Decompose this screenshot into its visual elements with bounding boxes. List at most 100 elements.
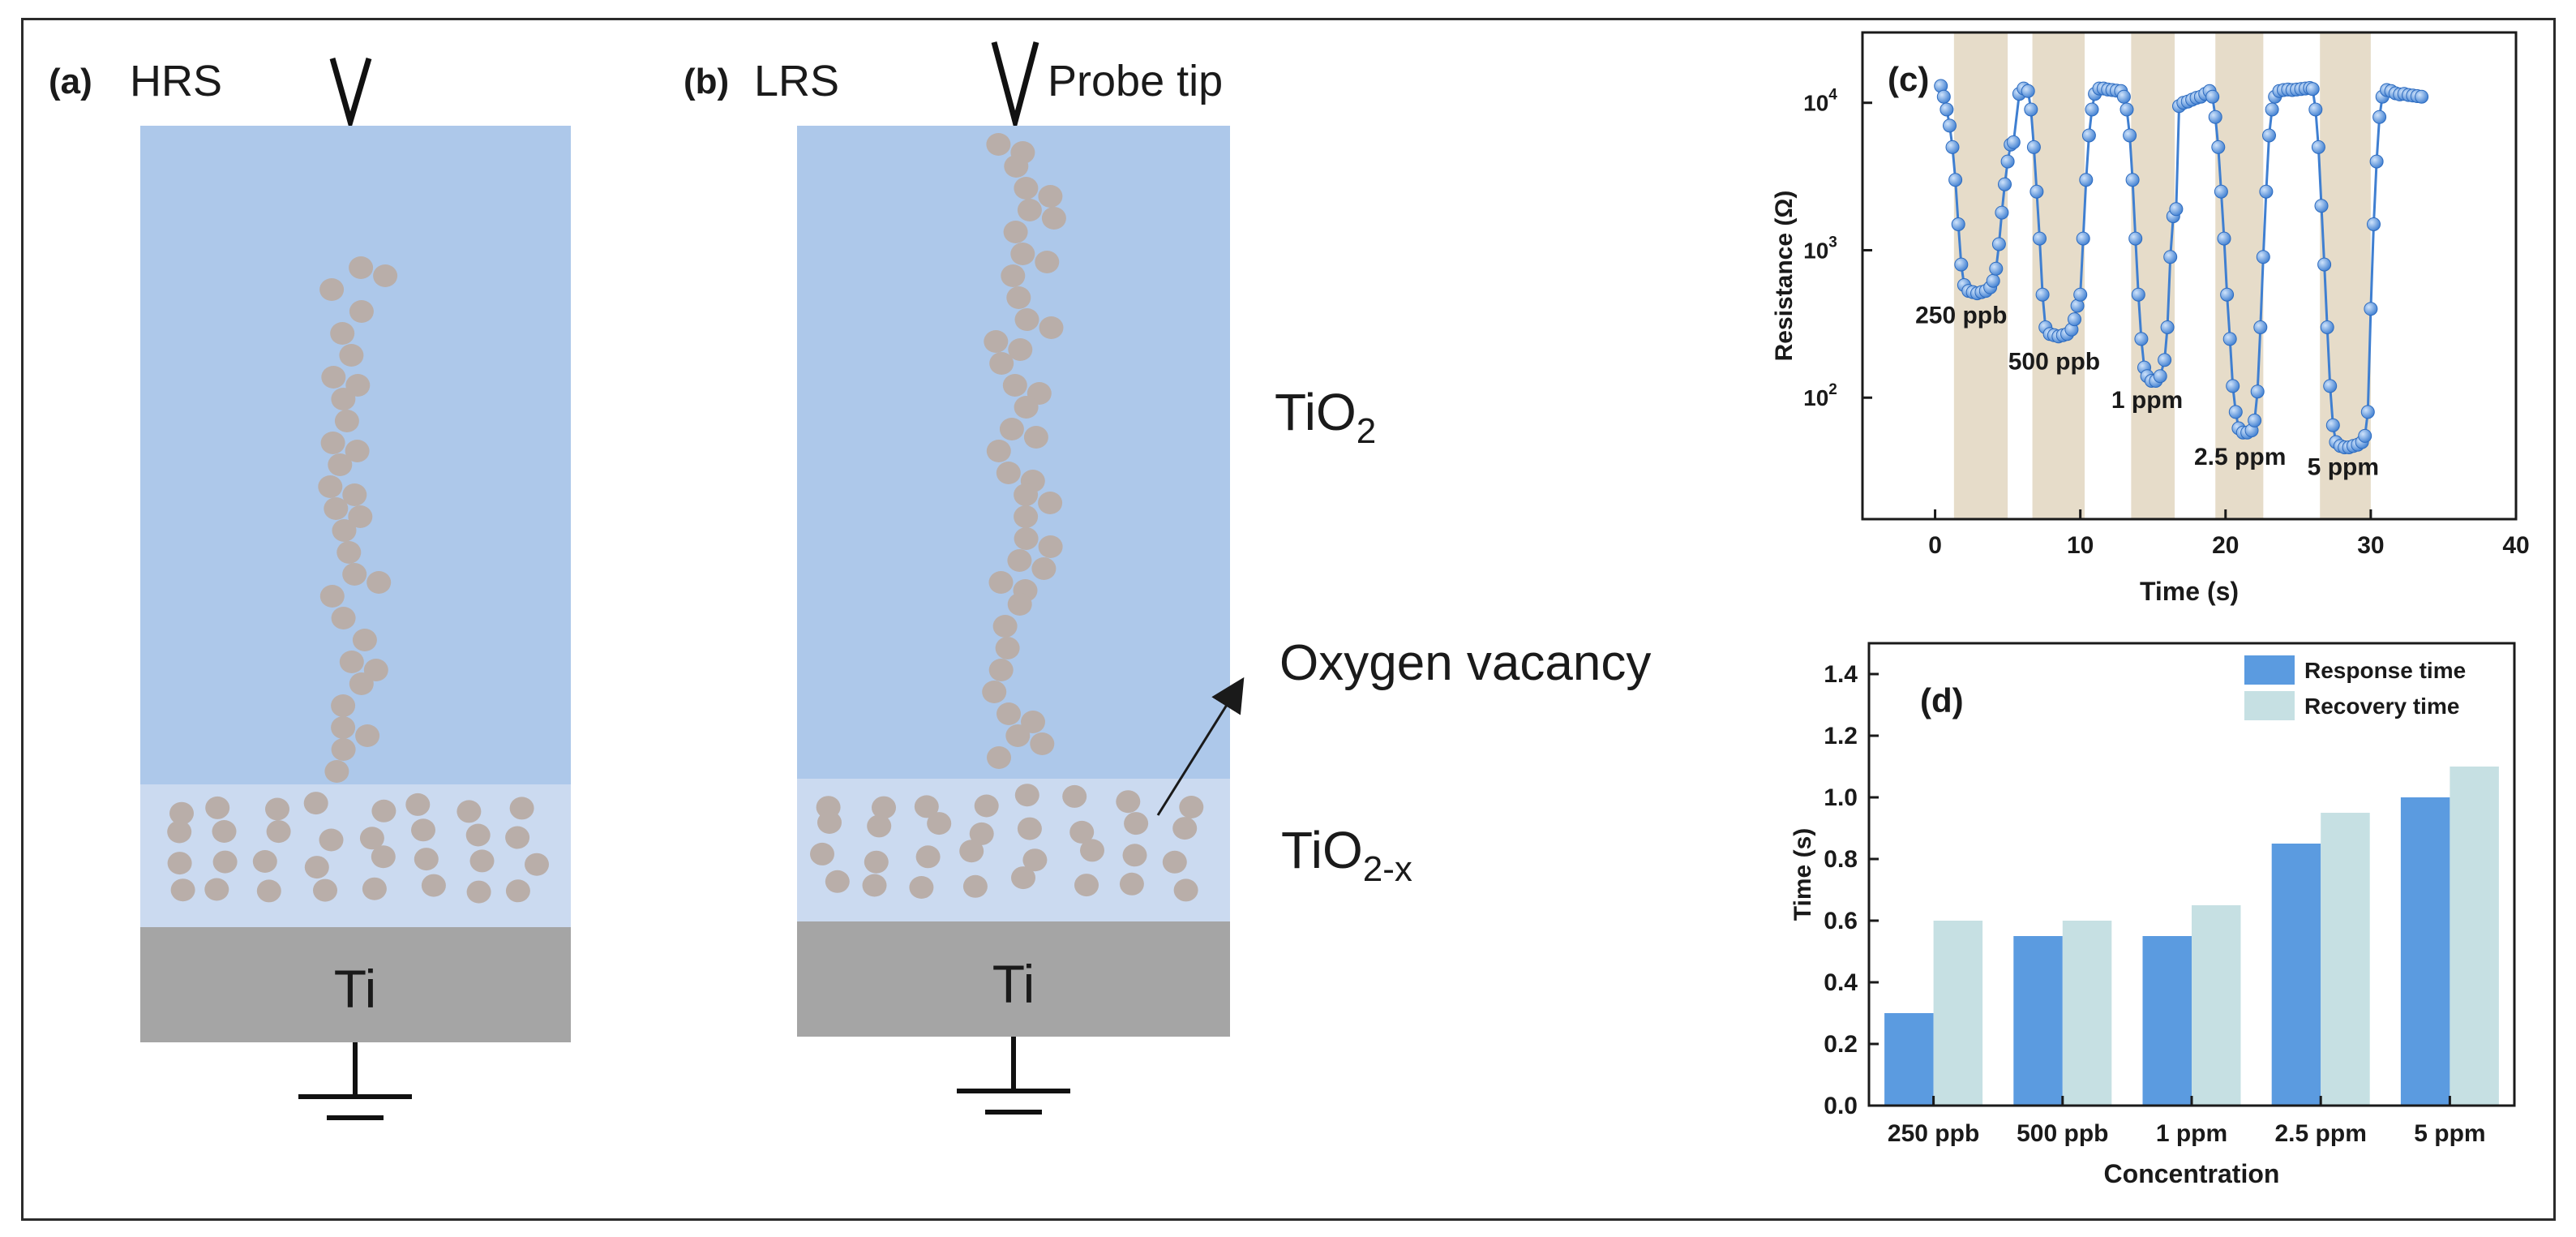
vacancy-dot	[331, 388, 356, 410]
vacancy-dot	[989, 352, 1014, 375]
vacancy-dot	[1017, 817, 1042, 840]
vacancy-dot	[1022, 848, 1048, 872]
vacancy-dot	[321, 366, 346, 389]
vacancy-dot	[465, 823, 491, 847]
resistance-point	[2035, 287, 2050, 302]
vacancy-dot	[339, 651, 364, 673]
vacancy-dot	[984, 330, 1009, 353]
resistance-point	[2248, 413, 2262, 427]
legend-recovery-swatch	[2244, 691, 2295, 720]
concentration-annotation: 5 ppm	[2308, 453, 2379, 480]
vacancy-dot	[1069, 820, 1095, 844]
vacancy-dot	[342, 483, 367, 506]
vacancy-dot	[1007, 549, 1032, 572]
vacancy-dot	[1031, 557, 1057, 580]
recovery-bar	[2062, 921, 2112, 1106]
vacancy-dot	[331, 716, 356, 739]
resistance-point	[2000, 154, 2015, 169]
vacancy-dot	[466, 880, 491, 904]
vacancy-dot	[992, 615, 1018, 638]
oxygen-vacancy-dots-b	[810, 133, 1204, 902]
resistance-point	[2208, 110, 2222, 124]
resistance-point	[2120, 102, 2134, 117]
resistance-point	[2214, 184, 2228, 199]
recovery-bar	[2321, 813, 2370, 1106]
y-tick-label: 0.8	[1824, 846, 1858, 873]
vacancy-dot	[170, 878, 195, 902]
vacancy-dot	[1014, 527, 1039, 550]
vacancy-dot	[414, 848, 439, 871]
chart-c-axis-ticks: 0 10 20 30 40 102 103 104	[1803, 87, 2530, 559]
resistance-point	[2211, 140, 2226, 154]
vacancy-dot	[1038, 535, 1063, 558]
vacancy-dot	[872, 796, 896, 819]
vacancy-dot	[362, 877, 387, 900]
vacancy-dot	[1003, 221, 1028, 243]
vacancy-dot	[914, 795, 939, 818]
resistance-point	[1951, 217, 1965, 231]
vacancy-dot	[1124, 812, 1149, 835]
vacancy-dot	[1116, 790, 1141, 814]
resistance-series	[1934, 79, 2429, 454]
probe-tip-label: Probe tip	[1048, 57, 1223, 105]
vacancy-dot	[167, 820, 192, 844]
vacancy-dot	[339, 344, 364, 367]
vacancy-dot	[336, 541, 362, 564]
vacancy-dot	[988, 571, 1014, 594]
vacancy-dot	[1074, 874, 1099, 897]
vacancy-dot	[349, 300, 374, 323]
resistance-point	[2367, 217, 2381, 231]
x-tick-label: 20	[2212, 532, 2239, 559]
resistance-point	[1991, 237, 2006, 251]
vacancy-dot	[324, 497, 349, 520]
vacancy-dot	[319, 585, 345, 608]
vacancy-dot	[319, 828, 344, 852]
y-tick-label: 1.0	[1824, 784, 1858, 811]
response-bar	[1884, 1013, 1934, 1106]
legend-label: Response time	[2304, 658, 2466, 683]
resistance-point	[2228, 405, 2243, 419]
vacancy-dot	[212, 820, 237, 843]
chart-c-axes-frame	[1861, 31, 2518, 521]
resistance-point	[2160, 320, 2175, 334]
resistance-point	[1954, 257, 1969, 272]
vacancy-dot	[1035, 251, 1060, 273]
response-bar	[2400, 797, 2450, 1106]
oxygen-vacancy-dots-a	[167, 256, 549, 904]
time-bars	[1884, 767, 2499, 1106]
vacancy-dot	[1014, 784, 1039, 807]
tio2x-label-main: TiO	[1281, 821, 1363, 879]
panel-d-label: (d)	[1920, 681, 1964, 719]
vacancy-dot	[366, 571, 392, 594]
vacancy-dot	[1014, 505, 1039, 528]
vacancy-dot	[986, 440, 1011, 462]
tio2x-label-sub: 2-x	[1363, 849, 1412, 889]
tio2-label: TiO2	[1275, 383, 1376, 451]
vacancy-dot	[1005, 724, 1031, 747]
vacancy-dot	[349, 672, 374, 695]
vacancy-dot	[1172, 817, 1198, 840]
category-label: 1 ppm	[2156, 1120, 2227, 1147]
vacancy-dot	[359, 827, 384, 850]
resistance-point	[2024, 102, 2038, 117]
vacancy-dot	[867, 814, 892, 838]
vacancy-dot	[304, 856, 329, 879]
vacancy-dot	[331, 738, 356, 761]
vacancy-dot	[987, 746, 1011, 769]
vacancy-dot	[266, 820, 291, 844]
vacancy-dot	[505, 826, 530, 849]
recovery-bar	[1933, 921, 1983, 1106]
y-tick-label: 0.2	[1824, 1031, 1858, 1058]
resistance-point	[2169, 202, 2184, 217]
vacancy-dot	[342, 563, 367, 586]
vacancy-dot	[1080, 839, 1104, 862]
resistance-point	[2134, 332, 2149, 346]
panel-a-label: (a)	[49, 62, 92, 101]
vacancy-dot	[1010, 243, 1035, 265]
vacancy-dot	[997, 702, 1021, 725]
vacancy-dot	[988, 659, 1014, 681]
resistance-point	[2226, 379, 2240, 393]
response-bar	[2013, 936, 2063, 1106]
resistance-point	[2026, 140, 2041, 154]
